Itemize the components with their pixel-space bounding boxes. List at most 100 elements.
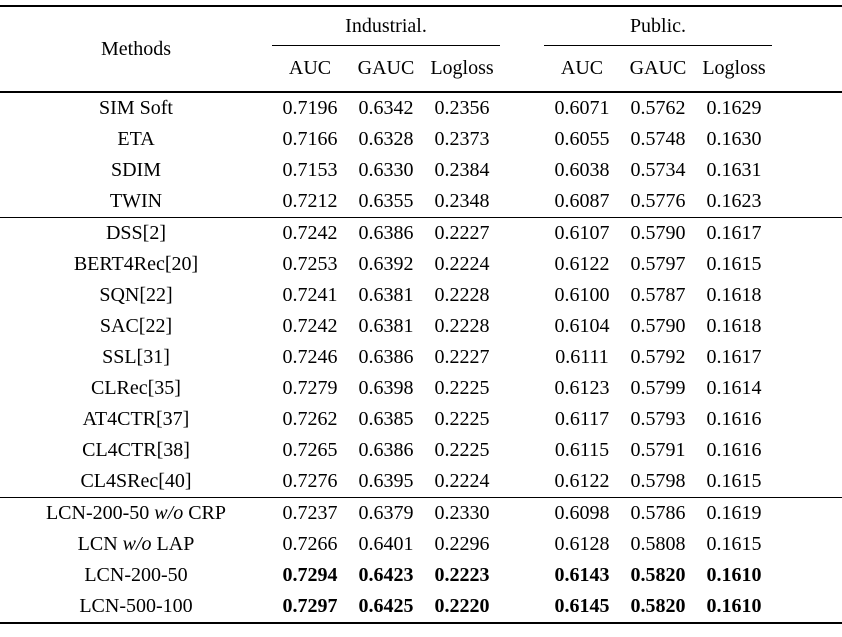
value-cell: 0.7294	[282, 564, 338, 586]
right-padding	[772, 45, 842, 93]
column-gap	[500, 5, 544, 46]
value-cell: 0.2373	[434, 128, 490, 150]
table-row: DSS[2] 0.7242 0.6386 0.2227 0.6107 0.5790 0.16…	[0, 217, 842, 249]
method-cell: ETA	[117, 128, 155, 150]
value-cell: 0.5820	[630, 564, 686, 586]
column-gap	[500, 92, 544, 124]
right-padding	[772, 591, 842, 624]
table-row: SIM Soft 0.7196 0.6342 0.2356 0.6071 0.5762 0.…	[0, 92, 842, 124]
value-cell: 0.7196	[282, 97, 338, 119]
column-gap	[500, 591, 544, 624]
right-padding	[772, 404, 842, 435]
value-cell: 0.2330	[424, 497, 500, 529]
method-cell: LCN w/o LAP	[77, 533, 195, 555]
public-group-header: Public.	[544, 5, 773, 46]
value-cell: 0.6385	[358, 408, 414, 430]
value-cell: 0.6122	[554, 470, 610, 492]
value-cell: 0.7242	[282, 315, 338, 337]
value-cell: 0.1617	[696, 217, 773, 249]
right-padding	[772, 529, 842, 560]
right-padding	[772, 466, 842, 498]
column-gap	[500, 435, 544, 466]
value-cell: 0.6328	[358, 128, 414, 150]
methods-column-header: Methods	[0, 5, 272, 93]
value-cell: 0.2356	[434, 97, 490, 119]
value-cell: 0.1630	[706, 128, 762, 150]
table-row: SAC[22] 0.7242 0.6381 0.2228 0.6104 0.5790 0.1…	[0, 311, 842, 342]
value-cell: 0.5776	[630, 190, 686, 212]
right-padding	[772, 249, 842, 280]
value-cell: 0.6055	[554, 128, 610, 150]
value-cell: 0.6386	[348, 217, 424, 249]
value-cell: 0.2224	[434, 253, 490, 275]
value-cell: 0.6145	[544, 591, 620, 624]
value-cell: 0.5790	[620, 217, 696, 249]
method-cell: SIM Soft	[99, 97, 173, 119]
value-cell: 0.7166	[282, 128, 338, 150]
public-logloss-header: Logloss	[696, 45, 773, 93]
value-cell: 0.1631	[706, 159, 762, 181]
table-row: CL4SRec[40] 0.7276 0.6395 0.2224 0.6122 0.579…	[0, 466, 842, 498]
method-cell: SQN[22]	[99, 284, 173, 306]
value-cell: 0.7253	[282, 253, 338, 275]
right-padding	[772, 124, 842, 155]
value-cell: 0.5798	[630, 470, 686, 492]
header-row-groups: Methods Industrial. Public.	[0, 5, 842, 93]
value-cell: 0.6355	[358, 190, 414, 212]
table-row: LCN w/o LAP 0.7266 0.6401 0.2296 0.6128 0.580…	[0, 529, 842, 560]
value-cell: 0.6087	[554, 190, 610, 212]
table-body: SIM Soft 0.7196 0.6342 0.2356 0.6071 0.5762 0.…	[0, 92, 842, 624]
right-padding	[772, 373, 842, 404]
value-cell: 0.2225	[434, 439, 490, 461]
column-gap	[500, 311, 544, 342]
value-cell: 0.7297	[272, 591, 348, 624]
value-cell: 0.6425	[348, 591, 424, 624]
value-cell: 0.5787	[630, 284, 686, 306]
wo-italic-text: w/o	[154, 502, 184, 524]
value-cell: 0.1616	[706, 408, 762, 430]
value-cell: 0.7276	[282, 470, 338, 492]
method-cell: SAC[22]	[99, 315, 173, 337]
column-gap	[500, 217, 544, 249]
method-cell: DSS[2]	[0, 217, 272, 249]
industrial-auc-header: AUC	[272, 45, 348, 93]
value-cell: 0.7266	[282, 533, 338, 555]
table-row: CL4CTR[38] 0.7265 0.6386 0.2225 0.6115 0.5791…	[0, 435, 842, 466]
value-cell: 0.1610	[706, 564, 762, 586]
table-row: CLRec[35] 0.7279 0.6398 0.2225 0.6123 0.5799 0…	[0, 373, 842, 404]
column-gap	[500, 497, 544, 529]
table-row: LCN-200-50 w/o CRP 0.7237 0.6379 0.2330 0.60…	[0, 497, 842, 529]
value-cell: 0.6401	[358, 533, 414, 555]
value-cell: 0.2223	[434, 564, 490, 586]
header-row-metrics: AUC GAUC Logloss AUC GAUC Logloss	[0, 45, 842, 93]
method-cell: SDIM	[110, 159, 161, 181]
value-cell: 0.6379	[348, 497, 424, 529]
value-cell: 0.5790	[630, 315, 686, 337]
method-cell: TWIN	[109, 190, 163, 212]
value-cell: 0.5799	[630, 377, 686, 399]
value-cell: 0.5808	[630, 533, 686, 555]
value-cell: 0.6100	[554, 284, 610, 306]
method-cell: AT4CTR[37]	[82, 408, 190, 430]
wo-italic-text: w/o	[122, 533, 152, 555]
value-cell: 0.2225	[434, 408, 490, 430]
value-cell: 0.2228	[434, 284, 490, 306]
table-row: TWIN 0.7212 0.6355 0.2348 0.6087 0.5776 0.1623	[0, 186, 842, 218]
value-cell: 0.2227	[434, 346, 490, 368]
right-padding	[772, 435, 842, 466]
table-row: SDIM 0.7153 0.6330 0.2384 0.6038 0.5734 0.1631	[0, 155, 842, 186]
right-padding	[772, 560, 842, 591]
column-gap	[500, 404, 544, 435]
value-cell: 0.1615	[706, 253, 762, 275]
value-cell: 0.1610	[696, 591, 773, 624]
table-row: BERT4Rec[20] 0.7253 0.6392 0.2224 0.6122 0.57…	[0, 249, 842, 280]
table-row: SSL[31] 0.7246 0.6386 0.2227 0.6111 0.5792 0.1…	[0, 342, 842, 373]
method-cell: CL4CTR[38]	[82, 439, 190, 461]
value-cell: 0.1617	[706, 346, 762, 368]
public-gauc-header: GAUC	[620, 45, 696, 93]
value-cell: 0.7279	[282, 377, 338, 399]
value-cell: 0.7153	[282, 159, 338, 181]
method-cell: LCN-500-100	[0, 591, 272, 624]
value-cell: 0.6122	[554, 253, 610, 275]
right-padding	[772, 155, 842, 186]
